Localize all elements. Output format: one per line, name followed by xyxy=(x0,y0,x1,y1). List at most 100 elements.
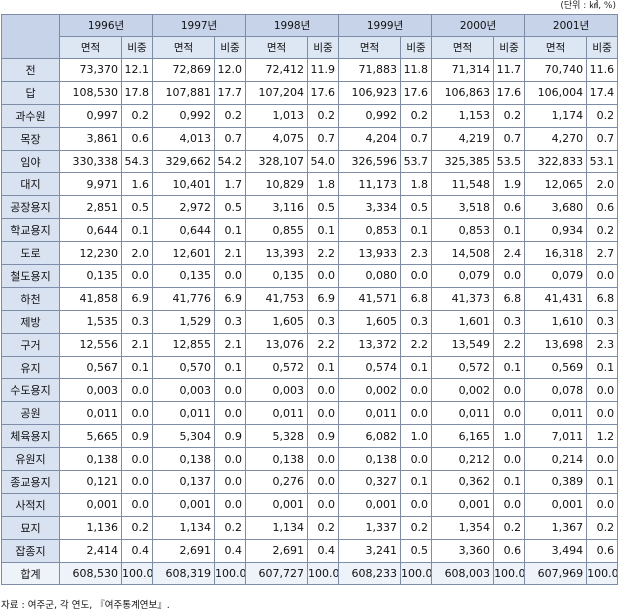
share-cell: 1.2 xyxy=(586,424,619,449)
share-header: 비중 xyxy=(214,36,247,59)
share-cell: 0.1 xyxy=(493,218,526,243)
area-cell: 0,078 xyxy=(524,378,588,403)
share-cell: 2.1 xyxy=(214,332,247,357)
share-cell: 0.6 xyxy=(586,538,619,563)
share-cell: 54.0 xyxy=(307,149,340,174)
share-cell: 0.0 xyxy=(120,378,154,403)
area-cell: 0,574 xyxy=(338,355,402,380)
table-row: 답 108,530 17.8 107,881 17.7 107,204 17.6 106,92… xyxy=(1,80,619,105)
row-label: 대지 xyxy=(1,172,60,197)
area-cell: 0,644 xyxy=(152,218,216,243)
share-cell: 0.2 xyxy=(586,218,619,243)
area-cell: 0,001 xyxy=(245,492,309,517)
share-cell: 0.1 xyxy=(214,355,247,380)
row-label: 종교용지 xyxy=(1,470,60,494)
share-cell: 0.4 xyxy=(307,538,340,563)
area-cell: 10,401 xyxy=(152,172,216,197)
share-cell: 0.1 xyxy=(493,470,526,494)
share-header: 비중 xyxy=(307,36,340,59)
area-cell: 2,414 xyxy=(59,538,122,563)
area-cell: 0,138 xyxy=(245,447,309,472)
area-header: 면적 xyxy=(431,36,495,59)
area-cell: 4,270 xyxy=(524,126,588,151)
share-cell: 2.3 xyxy=(586,332,619,357)
share-cell: 17.4 xyxy=(586,80,619,105)
row-label: 과수원 xyxy=(1,103,60,128)
area-cell: 5,665 xyxy=(59,424,122,449)
area-cell: 3,334 xyxy=(338,195,402,220)
share-cell: 0.2 xyxy=(586,103,619,128)
share-cell: 12.0 xyxy=(214,58,247,82)
share-cell: 0.0 xyxy=(400,492,433,517)
area-cell: 0,001 xyxy=(431,492,495,517)
area-cell: 0,011 xyxy=(245,401,309,426)
area-cell: 0,572 xyxy=(431,355,495,380)
share-cell: 1.7 xyxy=(214,172,247,197)
area-cell: 1,174 xyxy=(524,103,588,128)
area-cell: 9,971 xyxy=(59,172,122,197)
area-cell: 0,276 xyxy=(245,470,309,494)
share-cell: 0.0 xyxy=(307,378,340,403)
row-label: 하천 xyxy=(1,286,60,311)
area-cell: 106,004 xyxy=(524,80,588,105)
area-cell: 107,204 xyxy=(245,80,309,105)
area-cell: 2,691 xyxy=(152,538,216,563)
share-cell: 6.8 xyxy=(586,286,619,311)
share-cell: 0.0 xyxy=(493,492,526,517)
area-cell: 6,082 xyxy=(338,424,402,449)
share-cell: 0.2 xyxy=(400,103,433,128)
area-cell: 72,412 xyxy=(245,58,309,82)
share-cell: 0.2 xyxy=(120,515,154,540)
area-cell: 5,328 xyxy=(245,424,309,449)
share-cell: 1.0 xyxy=(400,424,433,449)
share-cell: 0.1 xyxy=(400,470,433,494)
area-cell: 0,644 xyxy=(59,218,122,243)
share-cell: 0.0 xyxy=(120,492,154,517)
share-cell: 0.0 xyxy=(400,447,433,472)
share-cell: 17.7 xyxy=(214,80,247,105)
area-cell: 4,204 xyxy=(338,126,402,151)
area-cell: 13,698 xyxy=(524,332,588,357)
area-cell: 608,530 xyxy=(59,561,122,586)
year-header: 1999년 xyxy=(338,14,433,37)
row-label: 유원지 xyxy=(1,447,60,472)
share-header: 비중 xyxy=(493,36,526,59)
area-cell: 0,137 xyxy=(152,470,216,494)
share-cell: 0.0 xyxy=(120,447,154,472)
corner-header-cell xyxy=(1,14,60,59)
sub-header-row: 면적 비중 면적 비중 면적 비중 면적 비중 면적 비중 면적 비중 xyxy=(2,36,619,59)
area-cell: 0,011 xyxy=(59,401,122,426)
share-cell: 0.0 xyxy=(586,378,619,403)
area-cell: 11,173 xyxy=(338,172,402,197)
area-header: 면적 xyxy=(524,36,588,59)
area-cell: 607,727 xyxy=(245,561,309,586)
share-cell: 0.1 xyxy=(400,355,433,380)
year-header: 1997년 xyxy=(152,14,247,37)
area-cell: 3,241 xyxy=(338,538,402,563)
share-cell: 0.5 xyxy=(400,195,433,220)
share-cell: 0.7 xyxy=(586,126,619,151)
share-cell: 0.0 xyxy=(214,378,247,403)
share-cell: 0.0 xyxy=(586,264,619,288)
area-cell: 71,314 xyxy=(431,58,495,82)
area-cell: 12,601 xyxy=(152,241,216,266)
share-cell: 0.6 xyxy=(493,195,526,220)
table-row: 공원 0,011 0.0 0,011 0.0 0,011 0.0 0,011 0.0 0,011 0… xyxy=(1,401,619,426)
row-label: 공장용지 xyxy=(1,195,60,220)
share-cell: 0.0 xyxy=(586,492,619,517)
share-cell: 0.5 xyxy=(400,538,433,563)
area-cell: 4,075 xyxy=(245,126,309,151)
area-cell: 13,933 xyxy=(338,241,402,266)
share-cell: 54.2 xyxy=(214,149,247,174)
area-cell: 16,318 xyxy=(524,241,588,266)
share-cell: 0.7 xyxy=(214,126,247,151)
area-cell: 3,861 xyxy=(59,126,122,151)
share-cell: 0.0 xyxy=(307,401,340,426)
area-cell: 70,740 xyxy=(524,58,588,82)
area-cell: 328,107 xyxy=(245,149,309,174)
area-cell: 2,691 xyxy=(245,538,309,563)
area-cell: 1,605 xyxy=(245,309,309,334)
share-cell: 0.6 xyxy=(493,538,526,563)
area-cell: 0,327 xyxy=(338,470,402,494)
area-cell: 0,138 xyxy=(338,447,402,472)
